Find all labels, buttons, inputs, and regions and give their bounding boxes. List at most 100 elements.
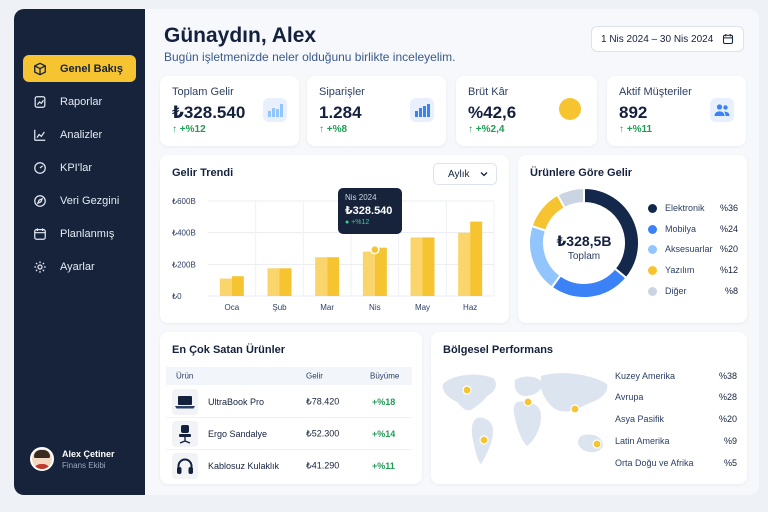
sidebar-item-scheduled[interactable]: Planlanmış (23, 220, 136, 247)
product-revenue: ₺41.290 (306, 460, 340, 471)
coin-icon (559, 98, 581, 120)
calendar-icon (34, 227, 46, 240)
legend-dot (648, 244, 657, 254)
x-tick-label: May (415, 303, 430, 312)
region-name: Avrupa (615, 392, 644, 402)
table-row[interactable]: UltraBook Pro ₺78.420 +%18 (166, 386, 412, 418)
sidebar-item-label: KPI'lar (60, 161, 93, 174)
legend-item-accessories: Aksesuarlar %20 (648, 244, 738, 254)
column-header-revenue: Gelir (306, 371, 323, 381)
date-range-text: 1 Nis 2024 – 30 Nis 2024 (601, 33, 714, 45)
legend-label: Yazılım (665, 265, 695, 275)
highlight-point (370, 244, 380, 255)
sidebar-item-settings[interactable]: Ayarlar (23, 253, 136, 280)
kpi-label: Brüt Kâr (468, 86, 509, 98)
donut-center-value: ₺328,5B (556, 233, 612, 249)
product-revenue: ₺78.420 (306, 396, 340, 406)
product-growth: +%18 (372, 396, 396, 407)
sidebar-item-kpis[interactable]: KPI'lar (23, 154, 136, 181)
bar-şub[interactable] (279, 268, 292, 296)
legend-dot (648, 265, 657, 275)
bar-nis[interactable] (374, 247, 387, 296)
table-row[interactable]: Kablosuz Kulaklık ₺41.290 +%11 (166, 450, 412, 482)
region-pct: %9 (723, 436, 737, 446)
legend-item-furniture: Mobilya %24 (648, 224, 738, 234)
region-row: Latin Amerika %9 (615, 436, 737, 446)
kpi-card-revenue[interactable]: Toplam Gelir ₺328.540 ↑ +%12 (160, 76, 299, 146)
bar-oca[interactable] (231, 276, 244, 296)
card-title: Ürünlere Göre Gelir (530, 167, 633, 179)
card-title: En Çok Satan Ürünler (172, 344, 286, 356)
sidebar-item-analytics[interactable]: Analizler (23, 121, 136, 148)
bar-chart-icon (410, 98, 434, 122)
table-header: Ürün Gelir Büyüme (166, 367, 412, 385)
product-name: UltraBook Pro (208, 396, 265, 407)
column-header-product: Ürün (176, 371, 194, 381)
product-revenue: ₺52.300 (306, 428, 340, 438)
product-name: Kablosuz Kulaklık (208, 461, 280, 471)
bar-oca[interactable] (219, 278, 232, 296)
period-dropdown[interactable]: Aylık (433, 163, 497, 185)
sidebar-item-reports[interactable]: Raporlar (23, 88, 136, 115)
legend-dot (648, 286, 657, 296)
sidebar-item-data-explorer[interactable]: Veri Gezgini (23, 187, 136, 214)
chair-icon (172, 421, 198, 447)
bar-nis[interactable] (362, 251, 375, 296)
chevron-down-icon (480, 172, 488, 177)
avatar (30, 447, 54, 471)
chart-tooltip: Nis 2024 ₺328.540 ● +%12 (338, 188, 402, 234)
product-donut-chart (528, 186, 640, 299)
x-tick-label: Mar (320, 303, 334, 312)
region-row: Asya Pasifik %20 (615, 414, 737, 424)
region-name: Latin Amerika (615, 436, 670, 446)
y-tick-label: ₺200B (172, 260, 196, 269)
dropdown-value: Aylık (448, 168, 470, 180)
bar-şub[interactable] (267, 268, 280, 296)
kpi-card-active-customers[interactable]: Aktif Müşteriler 892 ↑ +%11 (607, 76, 746, 146)
legend-label: Aksesuarlar (665, 244, 713, 254)
bar-haz[interactable] (458, 232, 471, 296)
sidebar-item-overview[interactable]: Genel Bakış (23, 55, 136, 82)
donut-slice-diğer[interactable] (556, 186, 585, 210)
tooltip-value: ₺328.540 (345, 205, 393, 217)
region-name: Orta Doğu ve Afrika (615, 458, 694, 468)
product-name: Ergo Sandalye (208, 428, 268, 439)
region-pct: %38 (718, 371, 737, 381)
calendar-icon (722, 34, 734, 45)
region-pct: %20 (718, 414, 737, 424)
bar-haz[interactable] (470, 221, 483, 296)
page-title: Günaydın, Alex (164, 24, 317, 47)
region-name: Asya Pasifik (615, 414, 665, 424)
revenue-bar-chart: ₺600B ₺400B ₺200B ₺0 Oca Şub Mar Nis May Haz (172, 197, 495, 312)
region-pct: %5 (723, 458, 737, 468)
y-tick-label: ₺400B (172, 229, 196, 238)
sidebar-item-label: Veri Gezgini (60, 194, 120, 207)
legend-item-electronics: Elektronik %36 (648, 203, 738, 213)
laptop-icon (172, 389, 198, 415)
kpi-card-gross-profit[interactable]: Brüt Kâr %42,6 ↑ +%2,4 (456, 76, 597, 146)
bar-may[interactable] (422, 237, 435, 296)
kpi-label: Aktif Müşteriler (619, 86, 692, 98)
gauge-icon (34, 161, 46, 174)
table-row[interactable]: Ergo Sandalye ₺52.300 +%14 (166, 418, 412, 450)
y-tick-label: ₺0 (172, 292, 182, 301)
card-title: Gelir Trendi (172, 167, 234, 179)
bar-may[interactable] (410, 237, 423, 296)
report-icon (34, 95, 46, 108)
sidebar-item-label: Ayarlar (60, 260, 95, 273)
legend-dot (648, 203, 657, 213)
kpi-label: Toplam Gelir (172, 86, 234, 98)
bar-mar[interactable] (315, 257, 328, 296)
region-row: Kuzey Amerika %38 (615, 371, 737, 381)
sidebar-nav: Genel Bakış Raporlar Analizler KPI'lar V… (23, 55, 136, 286)
product-growth: +%14 (372, 428, 396, 439)
kpi-delta: ↑ +%8 (319, 124, 348, 135)
donut-slice-mobilya[interactable] (550, 267, 628, 299)
date-range-picker[interactable]: 1 Nis 2024 – 30 Nis 2024 (591, 26, 744, 52)
card-title: Bölgesel Performans (443, 344, 554, 356)
kpi-card-orders[interactable]: Siparişler 1.284 ↑ +%8 (307, 76, 446, 146)
kpi-value: 892 (619, 103, 648, 122)
donut-center-label: Toplam (567, 251, 601, 262)
bar-mar[interactable] (327, 257, 340, 296)
user-profile[interactable]: Alex Çetiner Finans Ekibi (30, 447, 115, 471)
